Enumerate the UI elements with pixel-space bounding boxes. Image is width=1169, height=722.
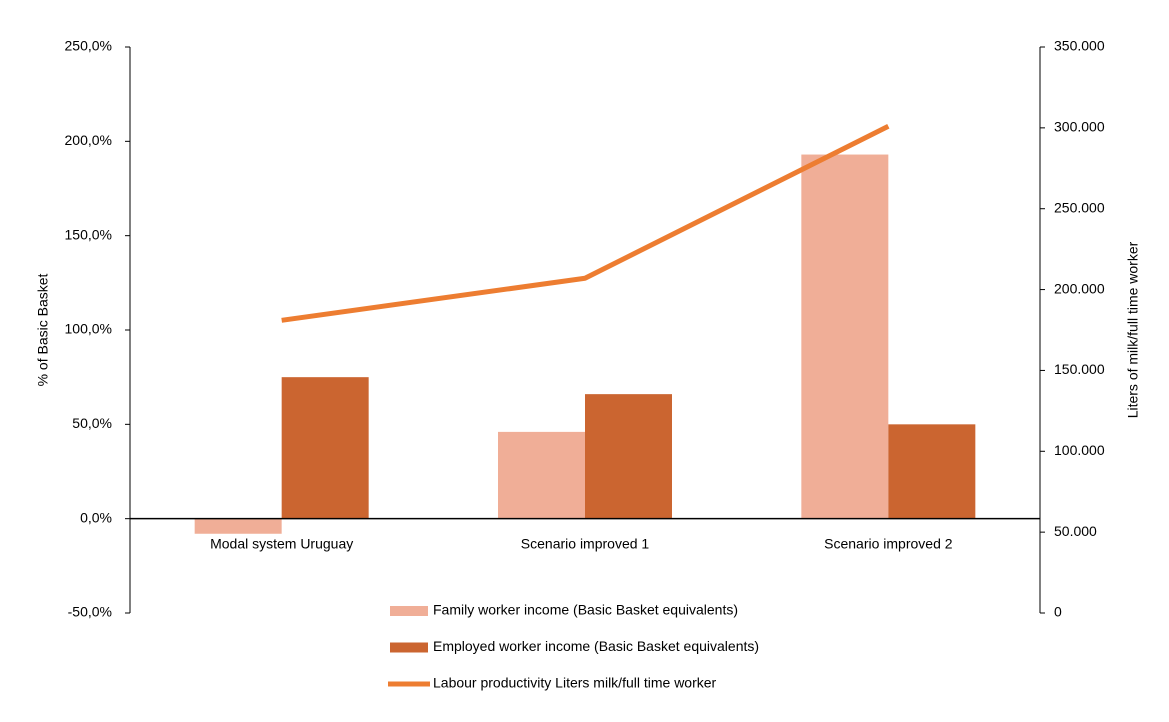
bar — [888, 424, 976, 519]
legend-label: Family worker income (Basic Basket equiv… — [433, 602, 738, 618]
y2-axis-title: Liters of milk/full time worker — [1125, 241, 1141, 418]
x-tick-label: Scenario improved 1 — [521, 535, 650, 551]
y-tick-label: 150,0% — [65, 226, 112, 242]
legend-label: Labour productivity Liters milk/full tim… — [433, 675, 717, 691]
bar — [498, 431, 585, 519]
y-tick-label: 0,0% — [80, 509, 112, 525]
y2-tick-label: 250.000 — [1054, 199, 1105, 215]
x-tick-label: Scenario improved 2 — [824, 535, 953, 551]
bar — [801, 154, 889, 519]
x-tick-label: Modal system Uruguay — [210, 535, 353, 551]
y2-tick-label: 50.000 — [1054, 523, 1097, 539]
bar — [194, 518, 282, 534]
legend-label: Employed worker income (Basic Basket equ… — [433, 638, 759, 654]
line — [281, 124, 890, 323]
y-tick-label: -50,0% — [68, 604, 112, 620]
bar — [585, 394, 672, 519]
y-tick-label: 200,0% — [65, 132, 112, 148]
y-tick-label: 250,0% — [65, 38, 112, 54]
y-tick-label: 100,0% — [65, 321, 112, 337]
y-axis-title: % of Basic Basket — [35, 273, 51, 386]
legend-swatch — [390, 606, 428, 616]
legend-swatch — [390, 642, 428, 653]
y2-tick-label: 350.000 — [1054, 38, 1105, 54]
y2-tick-label: 300.000 — [1054, 119, 1105, 135]
y2-tick-label: 100.000 — [1054, 442, 1105, 458]
y2-tick-label: 0 — [1054, 604, 1062, 620]
y2-tick-label: 150.000 — [1054, 361, 1105, 377]
y-tick-label: 50,0% — [72, 415, 112, 431]
bar — [281, 377, 369, 519]
y2-tick-label: 200.000 — [1054, 280, 1105, 296]
